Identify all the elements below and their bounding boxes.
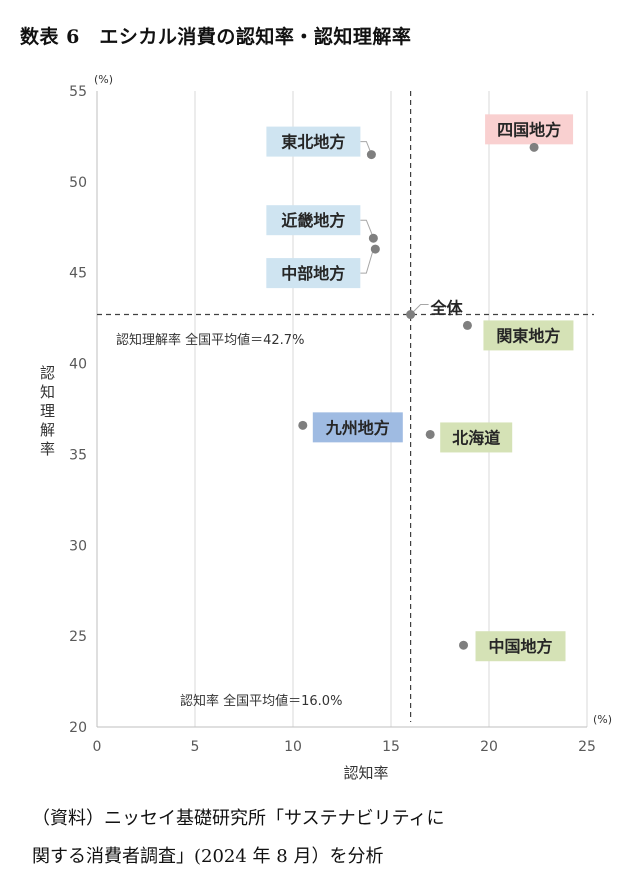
data-point bbox=[459, 640, 469, 650]
data-point bbox=[368, 233, 378, 243]
x-unit-label: (%) bbox=[593, 713, 612, 726]
chart-title: 数表 6 エシカル消費の認知率・認知理解率 bbox=[20, 26, 412, 48]
point-label: 近畿地方 bbox=[281, 211, 345, 230]
data-point bbox=[370, 244, 380, 254]
point-label-box bbox=[485, 114, 574, 145]
point-label: 関東地方 bbox=[496, 326, 560, 345]
gridlines bbox=[194, 91, 588, 727]
data-point bbox=[298, 420, 308, 430]
point-label-box bbox=[266, 258, 361, 289]
x-tick-label: 15 bbox=[382, 739, 400, 755]
point-label: 中国地方 bbox=[489, 637, 553, 656]
point-label: 中部地方 bbox=[281, 264, 345, 283]
scatter-chart: 20 25 30 35 40 45 50 55 0 5 10 15 20 25 (%) (%) 認知率 認知理解率… bbox=[40, 73, 612, 782]
point-label-box bbox=[266, 205, 361, 236]
x-tick-label: 5 bbox=[191, 739, 200, 755]
point-label: 四国地方 bbox=[497, 120, 561, 139]
data-point bbox=[529, 142, 539, 152]
point-label-box bbox=[440, 422, 513, 453]
y-tick-label: 20 bbox=[69, 720, 87, 736]
y-average-label: 認知理解率 全国平均値＝42.7% bbox=[116, 332, 304, 348]
point-label-box bbox=[483, 320, 574, 351]
x-tick-label: 10 bbox=[284, 739, 302, 755]
tick-labels: 20 25 30 35 40 45 50 55 0 5 10 15 20 25 (%) (%) 認知率 認知理解率 bbox=[40, 73, 612, 782]
point-label: 北海道 bbox=[452, 428, 500, 447]
leader-line bbox=[360, 245, 375, 274]
x-tick-label: 0 bbox=[93, 739, 102, 755]
leader-line bbox=[360, 141, 371, 152]
y-tick-label: 45 bbox=[69, 266, 87, 282]
y-tick-label: 55 bbox=[69, 84, 87, 100]
point-label-box bbox=[475, 631, 566, 662]
reference-lines: 認知理解率 全国平均値＝42.7% 認知率 全国平均値＝16.0% bbox=[97, 91, 594, 722]
y-tick-label: 25 bbox=[69, 629, 87, 645]
data-point bbox=[462, 320, 472, 330]
y-tick-label: 35 bbox=[69, 447, 87, 463]
y-tick-label: 50 bbox=[69, 175, 87, 191]
caption-line-1: （資料）ニッセイ基礎研究所「サステナビリティに bbox=[32, 808, 445, 829]
y-tick-label: 30 bbox=[69, 538, 87, 554]
caption-line-2: 関する消費者調査」(2024 年 8 月）を分析 bbox=[32, 846, 384, 867]
point-label: 全体 bbox=[430, 299, 464, 318]
point-label-box bbox=[266, 126, 361, 157]
data-point bbox=[425, 429, 435, 439]
leader-lines bbox=[360, 141, 429, 313]
x-average-label: 認知率 全国平均値＝16.0% bbox=[180, 693, 342, 709]
point-label-box bbox=[312, 412, 403, 443]
data-points bbox=[298, 142, 539, 650]
y-unit-label: (%) bbox=[94, 73, 113, 86]
x-tick-label: 25 bbox=[578, 739, 596, 755]
y-axis-title: 認知理解率 bbox=[40, 364, 55, 458]
data-point bbox=[406, 310, 416, 320]
leader-line bbox=[412, 304, 429, 313]
source-caption: （資料）ニッセイ基礎研究所「サステナビリティに 関する消費者調査」(2024 年… bbox=[32, 800, 602, 876]
data-point bbox=[366, 150, 376, 160]
x-tick-label: 20 bbox=[480, 739, 498, 755]
x-axis-title: 認知率 bbox=[343, 764, 388, 782]
axes bbox=[96, 91, 587, 728]
point-label: 九州地方 bbox=[325, 418, 390, 437]
y-tick-label: 40 bbox=[69, 357, 87, 373]
point-label: 東北地方 bbox=[281, 133, 345, 152]
leader-line bbox=[360, 219, 373, 236]
